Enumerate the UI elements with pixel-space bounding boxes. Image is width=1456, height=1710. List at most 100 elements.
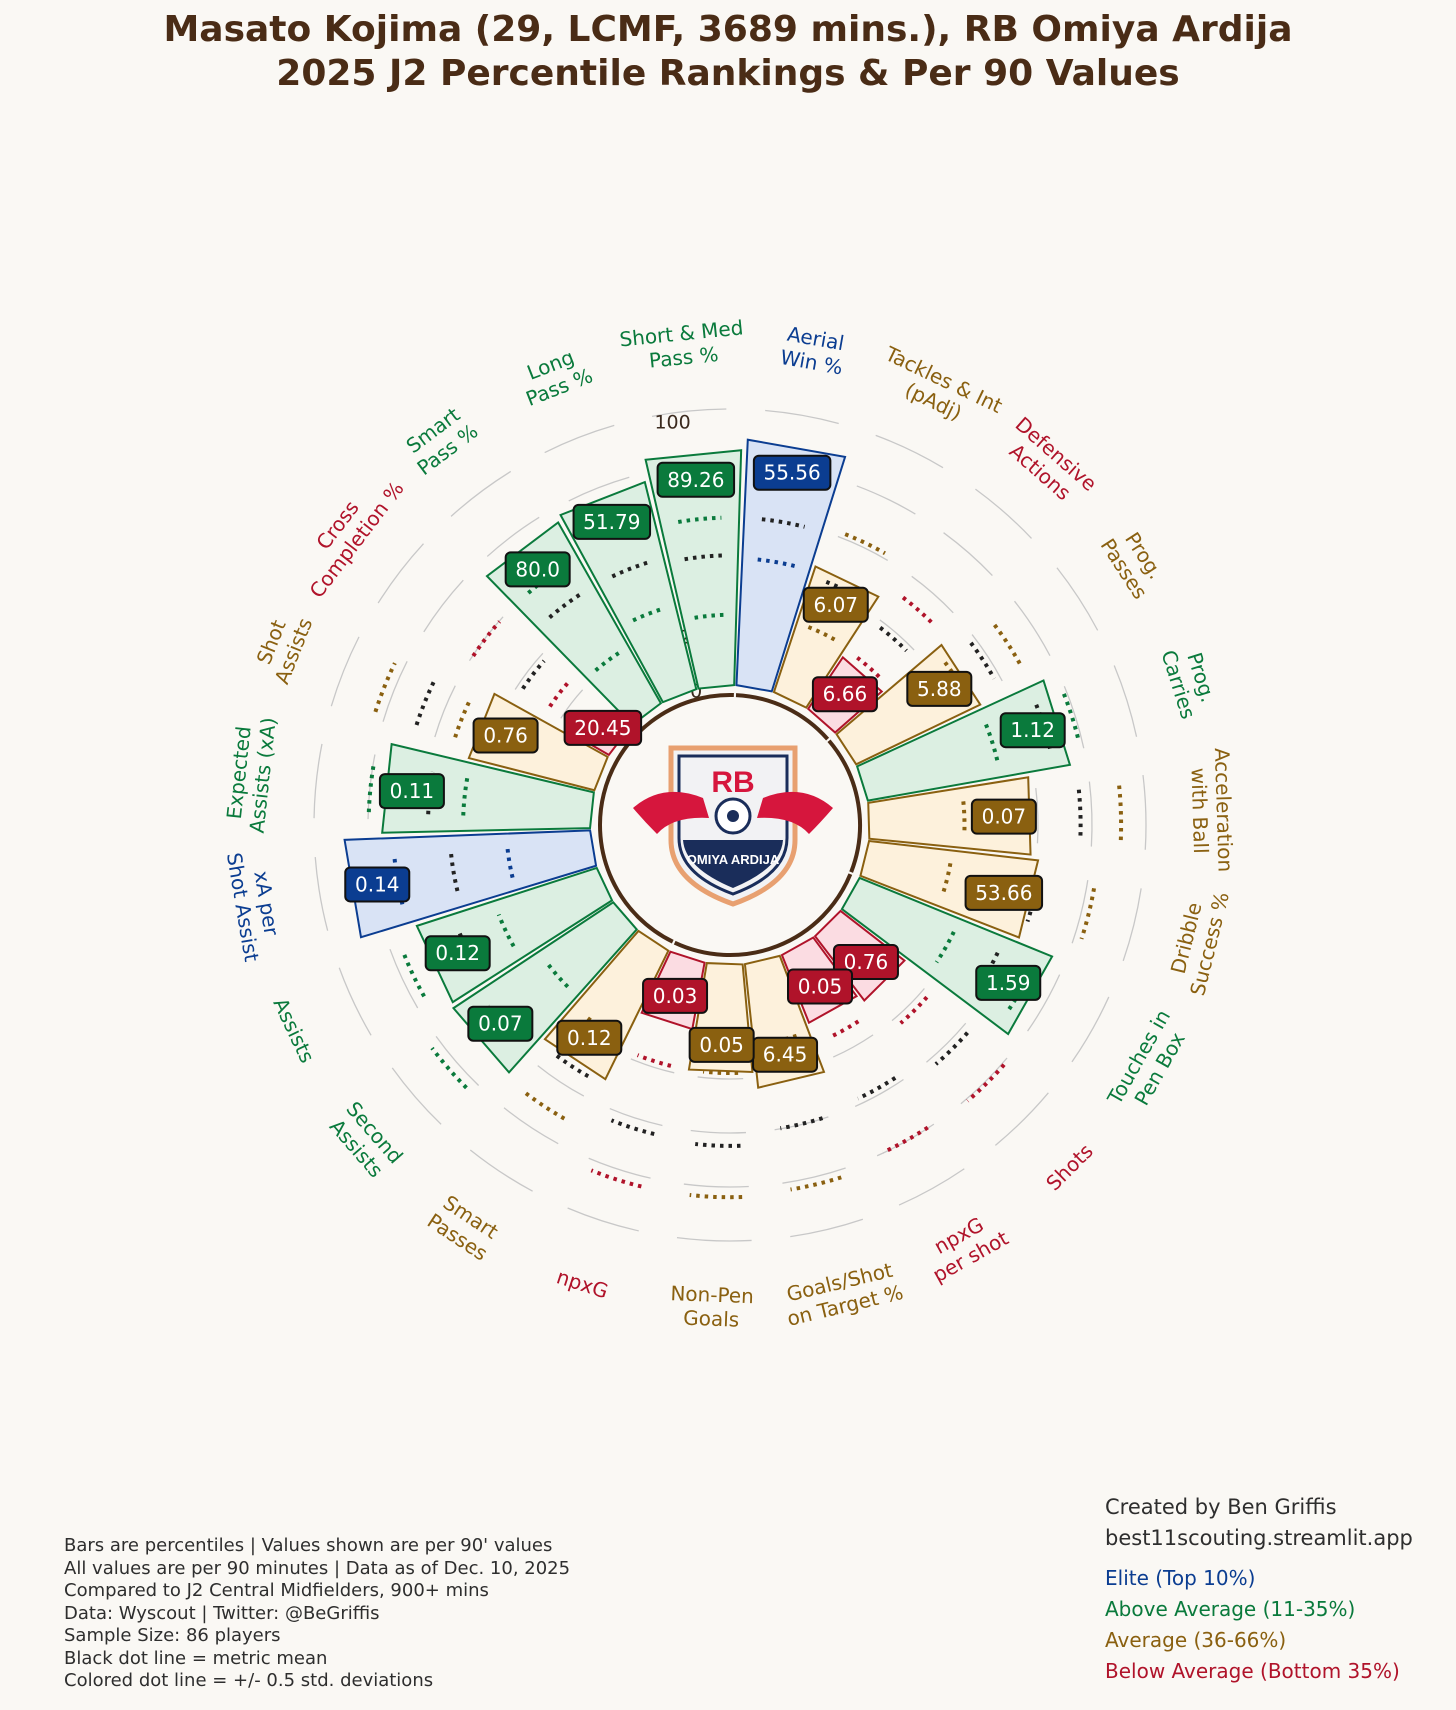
mean-dot-line-3 — [969, 641, 996, 680]
metric-label-line: Assists — [268, 994, 319, 1066]
sd-low-dot-line-21 — [632, 606, 664, 623]
mean-dot-line-7 — [975, 951, 1000, 991]
mean-dot-line-16 — [448, 851, 460, 892]
red-bull-left-icon — [633, 791, 709, 834]
legend: Elite (Top 10%) Above Average (11-35%) A… — [1105, 1563, 1400, 1687]
sd-low-dot-line-9 — [828, 1019, 860, 1040]
reference-lines — [366, 476, 1124, 1200]
credit-site: best11scouting.streamlit.app — [1105, 1526, 1413, 1550]
grid-arc — [994, 1092, 1049, 1146]
metric-label-line: Non-Pen — [670, 1281, 754, 1308]
group-arc-shooting — [673, 873, 853, 957]
bar-value-label-2: 6.66 — [811, 676, 878, 713]
sd-low-dot-line-19 — [548, 680, 570, 708]
bar-0 — [735, 438, 847, 693]
value-text: 89.26 — [667, 468, 724, 492]
grid-arc — [697, 1076, 744, 1080]
sd-low-dot-line-12 — [636, 1053, 672, 1068]
bar-16 — [343, 829, 598, 939]
group-arcs — [598, 693, 862, 957]
value-text: 0.05 — [699, 1033, 744, 1057]
legend-item-above-average: Above Average (11-35%) — [1105, 1597, 1356, 1621]
mean-dot-line-17 — [426, 771, 435, 815]
grid-arc — [875, 434, 944, 469]
mean-dot-line-9 — [857, 1076, 897, 1101]
bar-value-label-1: 6.07 — [802, 586, 869, 623]
metric-label-3: Prog.Passes — [1096, 528, 1168, 604]
grid-arc — [782, 1167, 846, 1184]
grid-arc — [468, 616, 504, 662]
grid-arc — [330, 636, 360, 707]
sd-low-dot-line-2 — [856, 656, 881, 679]
grid-arc — [382, 660, 408, 722]
value-text: 6.45 — [763, 1043, 808, 1067]
sd-high-dot-line-15 — [401, 950, 426, 998]
bar-6 — [859, 839, 1040, 939]
value-text: 6.07 — [813, 593, 858, 617]
sd-high-dot-line-1 — [844, 532, 886, 556]
grid-arc — [975, 488, 1033, 539]
sd-high-dot-line-5 — [1117, 785, 1124, 841]
sd-high-dot-line-22 — [677, 515, 722, 524]
sd-low-dot-line-5 — [961, 801, 967, 835]
bar-value-label-13: 0.12 — [556, 1019, 623, 1056]
mean-dot-line-21 — [611, 560, 650, 579]
grid-arc — [960, 1057, 1008, 1105]
value-text: 0.76 — [844, 950, 889, 974]
grid-arc — [568, 476, 630, 502]
sd-high-dot-line-14 — [430, 1046, 468, 1090]
value-box — [688, 1026, 755, 1063]
grid-arc — [854, 1078, 904, 1108]
metric-label-line: npxG — [554, 1264, 612, 1303]
value-box — [378, 773, 445, 810]
group-arc-possession — [827, 739, 862, 873]
footnote-line: All values are per 90 minutes | Data as … — [64, 1557, 571, 1579]
bar-value-label-9: 0.05 — [787, 968, 854, 1005]
sd-high-dot-line-9 — [882, 1125, 929, 1155]
value-text: 0.76 — [483, 724, 528, 748]
value-box — [975, 964, 1042, 1001]
bar-22 — [644, 449, 743, 690]
value-box — [970, 798, 1037, 835]
mean-dot-line-19 — [521, 659, 546, 690]
title-line-2: 2025 J2 Percentile Rankings & Per 90 Val… — [276, 53, 1180, 94]
mean-dot-line-8 — [934, 1031, 969, 1066]
bar-value-label-22: 89.26 — [656, 461, 736, 498]
sd-high-dot-line-18 — [373, 662, 397, 713]
bar-value-label-16: 0.14 — [344, 866, 411, 903]
value-box — [572, 503, 652, 540]
value-box — [504, 551, 571, 588]
grid-arc — [832, 1034, 874, 1058]
value-box — [344, 866, 411, 903]
value-text: 80.0 — [515, 557, 560, 581]
mean-dot-line-18 — [414, 681, 436, 726]
grid-arc — [423, 579, 464, 633]
footnote-line: Black dot line = metric mean — [64, 1647, 328, 1669]
sd-low-dot-line-14 — [545, 961, 570, 989]
metric-label-12: npxG — [554, 1264, 612, 1303]
grid-arc — [926, 1022, 967, 1063]
bar-value-label-7: 1.59 — [975, 964, 1042, 1001]
sd-low-dot-line-7 — [934, 930, 956, 964]
grid-arc — [1122, 888, 1142, 962]
grid-arc — [837, 535, 889, 562]
metric-label-line: Shots — [1041, 1139, 1098, 1195]
bar-value-label-20: 80.0 — [504, 551, 571, 588]
grid-arc — [313, 743, 323, 819]
mean-dot-line-2 — [878, 626, 908, 653]
sd-low-dot-line-6 — [940, 862, 953, 895]
grid-arc — [450, 470, 512, 517]
value-labels: 55.566.076.66 5.881.120.0753.661.590.760.… — [344, 454, 1066, 1073]
bar-value-label-17: 0.11 — [378, 773, 445, 810]
sd-low-dot-line-10 — [765, 1033, 798, 1045]
bar-value-label-15: 0.12 — [424, 935, 491, 972]
grid-arc — [683, 1183, 749, 1188]
sd-high-dot-line-19 — [471, 620, 502, 658]
metric-label-4: Prog.Carries — [1157, 647, 1221, 722]
crest-inner-icon — [677, 754, 789, 896]
bar-17 — [381, 742, 595, 834]
